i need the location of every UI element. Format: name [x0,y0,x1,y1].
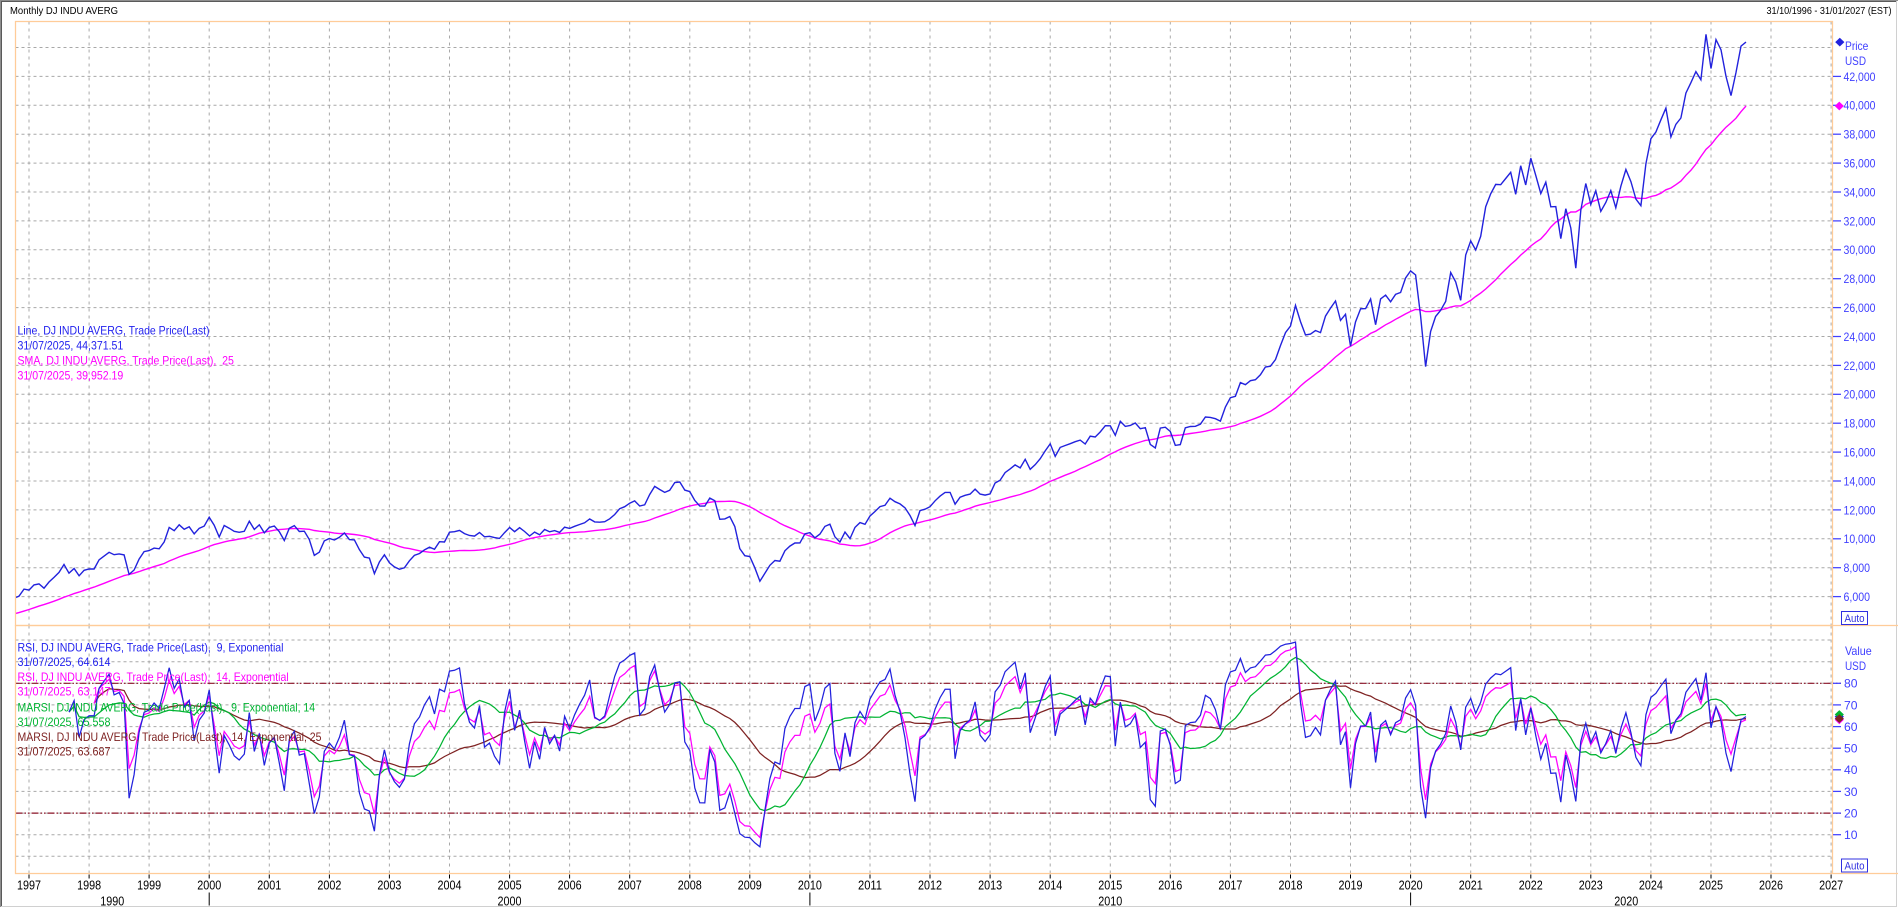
svg-text:1990: 1990 [100,894,124,909]
svg-text:2009: 2009 [738,877,762,892]
svg-text:14,000: 14,000 [1844,474,1876,488]
svg-text:2019: 2019 [1339,877,1363,892]
svg-text:MARSI, DJ INDU AVERG, Trade Pr: MARSI, DJ INDU AVERG, Trade Price(Last),… [18,700,316,714]
svg-text:2006: 2006 [558,877,582,892]
svg-text:RSI, DJ INDU AVERG, Trade Pric: RSI, DJ INDU AVERG, Trade Price(Last), 9… [18,640,284,654]
svg-text:31/07/2025, 63.147: 31/07/2025, 63.147 [18,685,111,699]
svg-text:2020: 2020 [1614,894,1638,909]
svg-text:2023: 2023 [1579,877,1603,892]
svg-text:1997: 1997 [17,877,41,892]
svg-text:SMA, DJ INDU AVERG, Trade Pric: SMA, DJ INDU AVERG, Trade Price(Last), 2… [18,354,235,368]
svg-text:Line, DJ INDU AVERG, Trade Pri: Line, DJ INDU AVERG, Trade Price(Last) [18,324,210,338]
svg-text:10: 10 [1844,828,1858,842]
svg-text:40: 40 [1844,763,1858,777]
svg-text:22,000: 22,000 [1844,359,1876,373]
svg-text:24,000: 24,000 [1844,330,1876,344]
svg-text:38,000: 38,000 [1844,128,1876,142]
svg-text:Price: Price [1845,39,1869,53]
svg-text:2024: 2024 [1639,877,1663,892]
svg-text:50: 50 [1844,742,1858,756]
svg-text:1999: 1999 [137,877,161,892]
svg-text:60: 60 [1844,720,1858,734]
svg-text:Value: Value [1845,644,1872,658]
svg-text:80: 80 [1844,677,1858,691]
svg-text:2000: 2000 [498,894,522,909]
svg-text:2015: 2015 [1098,877,1122,892]
svg-text:8,000: 8,000 [1844,561,1871,575]
svg-text:RSI, DJ INDU AVERG, Trade Pric: RSI, DJ INDU AVERG, Trade Price(Last), 1… [18,670,289,684]
svg-text:USD: USD [1845,659,1866,673]
svg-text:12,000: 12,000 [1844,503,1876,517]
svg-text:28,000: 28,000 [1844,272,1876,286]
svg-text:Monthly DJ INDU AVERG: Monthly DJ INDU AVERG [10,5,118,17]
svg-text:31/07/2025, 63.687: 31/07/2025, 63.687 [18,745,111,759]
svg-text:2004: 2004 [438,877,462,892]
svg-text:31/07/2025, 64.614: 31/07/2025, 64.614 [18,655,111,669]
svg-text:2027: 2027 [1819,877,1843,892]
svg-text:20: 20 [1844,807,1858,821]
svg-text:30: 30 [1844,785,1858,799]
svg-text:Auto: Auto [1845,613,1865,625]
svg-text:34,000: 34,000 [1844,185,1876,199]
svg-text:2016: 2016 [1158,877,1182,892]
svg-text:2003: 2003 [377,877,401,892]
svg-text:2001: 2001 [257,877,281,892]
svg-text:18,000: 18,000 [1844,417,1876,431]
svg-text:20,000: 20,000 [1844,388,1876,402]
svg-text:2012: 2012 [918,877,942,892]
svg-text:2010: 2010 [1098,894,1122,909]
svg-text:2005: 2005 [498,877,522,892]
svg-text:2025: 2025 [1699,877,1723,892]
svg-text:31/07/2025, 44,371.51: 31/07/2025, 44,371.51 [18,339,124,353]
svg-text:USD: USD [1845,54,1866,68]
svg-text:30,000: 30,000 [1844,243,1876,257]
svg-text:2021: 2021 [1459,877,1483,892]
svg-text:70: 70 [1844,698,1858,712]
svg-text:2026: 2026 [1759,877,1783,892]
svg-text:10,000: 10,000 [1844,532,1876,546]
svg-text:31/07/2025, 65.558: 31/07/2025, 65.558 [18,715,111,729]
svg-text:2020: 2020 [1399,877,1423,892]
svg-text:2017: 2017 [1218,877,1242,892]
svg-text:2002: 2002 [317,877,341,892]
svg-text:40,000: 40,000 [1844,99,1876,113]
svg-text:Auto: Auto [1845,861,1865,873]
svg-text:1998: 1998 [77,877,101,892]
svg-text:2010: 2010 [798,877,822,892]
svg-text:6,000: 6,000 [1844,590,1871,604]
svg-text:2000: 2000 [197,877,221,892]
svg-text:31/07/2025, 39,952.19: 31/07/2025, 39,952.19 [18,369,124,383]
svg-text:32,000: 32,000 [1844,214,1876,228]
svg-text:2008: 2008 [678,877,702,892]
svg-text:31/10/1996 - 31/01/2027 (EST): 31/10/1996 - 31/01/2027 (EST) [1767,5,1892,17]
svg-text:36,000: 36,000 [1844,157,1876,171]
svg-text:2022: 2022 [1519,877,1543,892]
svg-text:2007: 2007 [618,877,642,892]
svg-text:16,000: 16,000 [1844,446,1876,460]
svg-text:MARSI, DJ INDU AVERG, Trade Pr: MARSI, DJ INDU AVERG, Trade Price(Last),… [18,730,322,744]
svg-text:2013: 2013 [978,877,1002,892]
svg-text:26,000: 26,000 [1844,301,1876,315]
svg-text:2014: 2014 [1038,877,1062,892]
svg-text:2018: 2018 [1279,877,1303,892]
svg-text:2011: 2011 [858,877,882,892]
svg-text:42,000: 42,000 [1844,70,1876,84]
